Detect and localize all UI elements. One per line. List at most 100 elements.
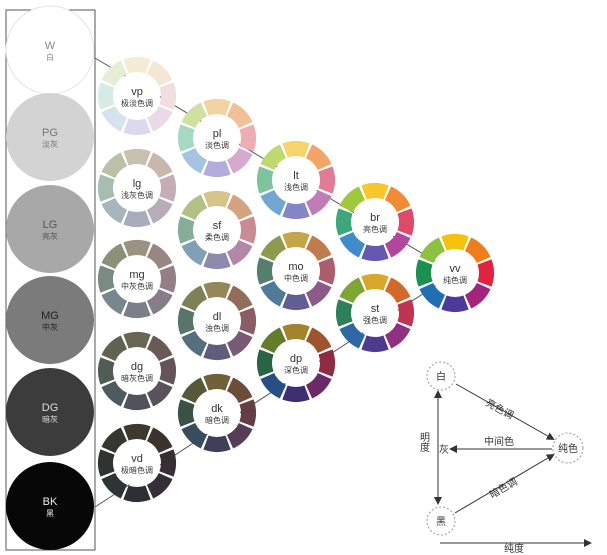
wheel-segment — [305, 327, 332, 354]
wheel-segment — [260, 144, 287, 171]
wheel-center — [194, 390, 240, 436]
wheel-center — [273, 157, 319, 203]
wheel-segment — [260, 189, 287, 216]
dark-tone-arrow — [454, 453, 555, 514]
wheel-segment — [97, 174, 115, 202]
wheel-segment — [464, 237, 491, 264]
wheel-code: vd — [131, 453, 143, 465]
wheel-segment — [339, 186, 366, 213]
legend-gray-label: 灰 — [439, 443, 449, 456]
gray-circle-code: MG — [41, 310, 59, 322]
wheel-code: lt — [293, 170, 299, 182]
wheel-center — [114, 165, 160, 211]
wheel-segment — [123, 210, 151, 227]
wheel-segment — [146, 335, 173, 362]
wheel-segment — [98, 449, 115, 477]
wheel-segment — [159, 357, 176, 385]
legend-white-label: 白 — [436, 370, 446, 383]
wheel-segment — [260, 372, 287, 399]
wheel-segment — [318, 349, 335, 377]
wheel-segment — [101, 105, 128, 132]
gray-circle-fill — [6, 368, 94, 456]
wheel-segment — [123, 301, 151, 319]
wheel-segment — [226, 330, 253, 357]
legend-pure-node — [552, 432, 584, 464]
wheel-segment — [335, 208, 353, 236]
wheel-center — [194, 207, 240, 253]
wheel-name: 柔色调 — [205, 232, 229, 242]
wheel-segment — [101, 380, 128, 407]
gray-circle-bk: BK黑 — [6, 462, 94, 550]
wheel-segment — [181, 422, 208, 449]
wheel-segment — [441, 234, 469, 251]
wheel-segment — [123, 239, 151, 257]
wheel-segment — [146, 472, 173, 499]
wheel-segment — [257, 257, 274, 285]
wheel-segment — [464, 282, 491, 309]
wheel-code: dp — [290, 353, 302, 365]
wheel-center — [352, 290, 398, 336]
wheel-segment — [123, 424, 151, 441]
wheel-segment — [178, 399, 195, 427]
wheel-segment — [282, 324, 310, 341]
wheel-name: 极淡色调 — [121, 98, 153, 108]
wheel-name: 极暗色调 — [121, 465, 153, 475]
wheel-segment — [339, 277, 366, 304]
wheel-center — [194, 115, 240, 161]
wheel-code: mg — [129, 269, 144, 281]
wheel-segment — [203, 282, 231, 299]
wheel-segment — [98, 82, 115, 110]
wheel-segment — [178, 307, 195, 335]
gray-circle-code: W — [45, 40, 56, 52]
wheel-segment — [282, 232, 310, 249]
gray-circle-name: 白 — [46, 52, 54, 62]
wheel-code: dl — [213, 311, 222, 323]
wheel-segment — [146, 243, 173, 270]
wheel-segment — [98, 265, 115, 293]
wheel-segment — [178, 216, 195, 244]
wheel-center — [273, 248, 319, 294]
wheel-segment — [146, 197, 173, 224]
wheel-segment — [477, 259, 495, 287]
gray-circle-fill — [6, 462, 94, 550]
wheel-segment — [123, 118, 151, 135]
legend-lightness-label: 明度 — [418, 432, 430, 453]
wheel-segment — [361, 335, 389, 352]
gray-circle-fill — [6, 185, 94, 273]
wheel-segment — [203, 343, 231, 360]
wheel-center — [273, 340, 319, 386]
wheel-segment — [257, 166, 274, 194]
wheel-segment — [260, 280, 287, 307]
tone-legend: 白 黑 纯色 灰 中间色 亮色调 暗色调 纯度 明度 — [418, 361, 592, 555]
wheel-segment — [384, 186, 411, 213]
wheel-segment — [339, 322, 366, 349]
wheel-code: st — [371, 303, 380, 315]
wheel-segment — [203, 252, 231, 269]
wheel-segment — [98, 357, 115, 385]
wheel-segment — [239, 307, 256, 335]
gray-circle-code: DG — [42, 402, 59, 414]
legend-bright-tone-label: 亮色调 — [483, 396, 516, 422]
wheel-segment — [203, 435, 231, 452]
gray-circle-fill — [6, 93, 94, 181]
wheel-segment — [226, 285, 253, 312]
tone-wheels: vp极淡色调pl淡色调lg浅灰色调lt浅色调sf柔色调br亮色调mg中灰色调mo… — [97, 57, 495, 502]
wheel-segment — [260, 235, 287, 262]
wheel-name: 淡色调 — [205, 140, 229, 150]
wheel-segment — [419, 237, 446, 264]
wheel-segment — [416, 259, 433, 287]
wheel-segment — [282, 293, 310, 310]
wheel-segment — [159, 174, 176, 202]
